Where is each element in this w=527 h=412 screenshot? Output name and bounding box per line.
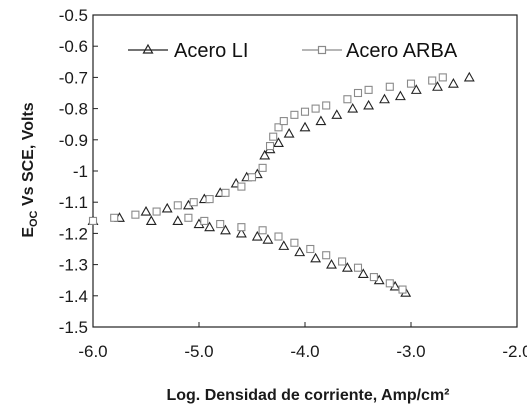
point-acero-li: [347, 102, 359, 113]
point-acero-arba: [279, 117, 288, 126]
point-acero-arba: [184, 213, 193, 222]
point-acero-li: [463, 71, 475, 82]
y-tick-label: -0.7: [59, 68, 88, 87]
point-acero-li: [294, 246, 306, 257]
legend-marker-acero-li: [142, 43, 154, 54]
point-acero-arba: [110, 213, 119, 222]
point-acero-arba: [353, 88, 363, 98]
point-acero-li: [299, 121, 311, 132]
x-tick-label: -2.0: [502, 342, 527, 361]
point-acero-arba: [343, 95, 352, 104]
point-acero-arba: [152, 207, 161, 216]
point-acero-li: [235, 227, 247, 238]
point-acero-li: [172, 215, 184, 225]
point-acero-arba: [398, 285, 407, 294]
point-acero-arba: [274, 232, 283, 241]
point-acero-li: [379, 93, 390, 104]
y-axis-title-main: E: [20, 227, 37, 238]
point-acero-arba: [269, 132, 278, 141]
point-acero-arba: [364, 85, 373, 94]
point-acero-li: [161, 202, 173, 213]
y-tick-label: -0.5: [59, 6, 88, 25]
point-acero-arba: [265, 141, 275, 151]
y-axis-title-subscript: OC: [28, 210, 40, 227]
point-acero-li: [145, 215, 157, 225]
x-tick-label: -4.0: [290, 342, 319, 361]
point-acero-li: [251, 230, 263, 241]
point-acero-li: [259, 149, 271, 160]
point-acero-arba: [189, 198, 198, 207]
legend-marker-acero-arba: [317, 45, 327, 55]
point-acero-arba: [274, 123, 283, 132]
y-tick-label: -0.8: [59, 100, 88, 119]
y-tick-label: -0.6: [59, 37, 88, 56]
point-acero-li: [283, 127, 295, 138]
x-tick-label: -5.0: [184, 342, 213, 361]
y-tick-label: -1.5: [59, 318, 88, 337]
point-acero-arba: [290, 110, 299, 119]
point-acero-arba: [306, 244, 315, 254]
point-acero-arba: [258, 226, 267, 235]
point-acero-arba: [438, 73, 447, 82]
point-acero-li: [310, 252, 322, 263]
y-tick-label: -0.9: [59, 131, 88, 150]
y-tick-label: -1.4: [59, 287, 88, 306]
point-acero-arba: [338, 257, 347, 266]
point-acero-li: [394, 90, 406, 101]
point-acero-li: [341, 262, 353, 272]
point-acero-li: [220, 224, 231, 235]
point-acero-arba: [322, 251, 331, 260]
point-acero-arba: [428, 76, 437, 85]
y-axis: -0.5 -0.6 -0.7 -0.8 -0.9 -1 -1.1 -1.2 -1.3 -1.4 -1…: [59, 6, 98, 337]
point-acero-li: [357, 268, 369, 279]
point-acero-arba: [353, 263, 363, 272]
point-acero-arba: [406, 79, 416, 88]
legend-label-acero-li: Acero LI: [174, 40, 248, 62]
y-tick-label: -1.3: [59, 256, 88, 275]
point-acero-arba: [88, 216, 98, 225]
point-acero-arba: [385, 82, 394, 91]
y-tick-label: -1.1: [59, 193, 88, 212]
point-acero-arba: [300, 107, 310, 116]
point-acero-arba: [237, 182, 246, 191]
x-tick-label: -3.0: [396, 342, 425, 361]
point-acero-li: [273, 137, 284, 147]
point-acero-arba: [247, 173, 257, 182]
point-acero-li: [315, 115, 327, 126]
point-acero-li: [410, 84, 422, 94]
y-axis-title: EOC Vs SCE, Volts: [20, 102, 40, 237]
y-tick-label: -1: [73, 162, 88, 181]
point-acero-arba: [200, 216, 209, 225]
point-acero-arba: [173, 201, 182, 210]
point-acero-arba: [131, 210, 140, 219]
point-acero-li: [447, 78, 459, 88]
point-acero-arba: [369, 273, 378, 282]
point-acero-li: [140, 205, 152, 216]
point-acero-li: [432, 81, 443, 91]
series-markers: [87, 71, 475, 297]
x-axis-title: Log. Densidad de corriente, Amp/cm²: [166, 387, 449, 404]
point-acero-arba: [221, 188, 230, 197]
point-acero-li: [331, 109, 343, 119]
y-tick-label: -1.2: [59, 224, 88, 243]
point-acero-arba: [322, 101, 331, 110]
point-acero-arba: [311, 104, 320, 113]
legend-label-acero-arba: Acero ARBA: [346, 40, 458, 62]
point-acero-arba: [205, 195, 214, 204]
legend: Acero LI Acero ARBA: [128, 40, 458, 62]
point-acero-li: [204, 221, 216, 232]
point-acero-li: [326, 258, 337, 269]
x-axis: -6.0 -5.0 -4.0 -3.0 -2.0: [78, 322, 527, 361]
point-acero-li: [262, 234, 274, 244]
x-tick-label: -6.0: [78, 342, 107, 361]
y-axis-title-rest: Vs SCE, Volts: [20, 102, 37, 210]
point-acero-arba: [237, 223, 246, 232]
point-acero-li: [363, 99, 375, 110]
point-acero-arba: [216, 219, 225, 229]
point-acero-arba: [385, 279, 394, 288]
point-acero-arba: [258, 163, 267, 172]
point-acero-li: [278, 240, 290, 250]
point-acero-arba: [290, 238, 299, 247]
